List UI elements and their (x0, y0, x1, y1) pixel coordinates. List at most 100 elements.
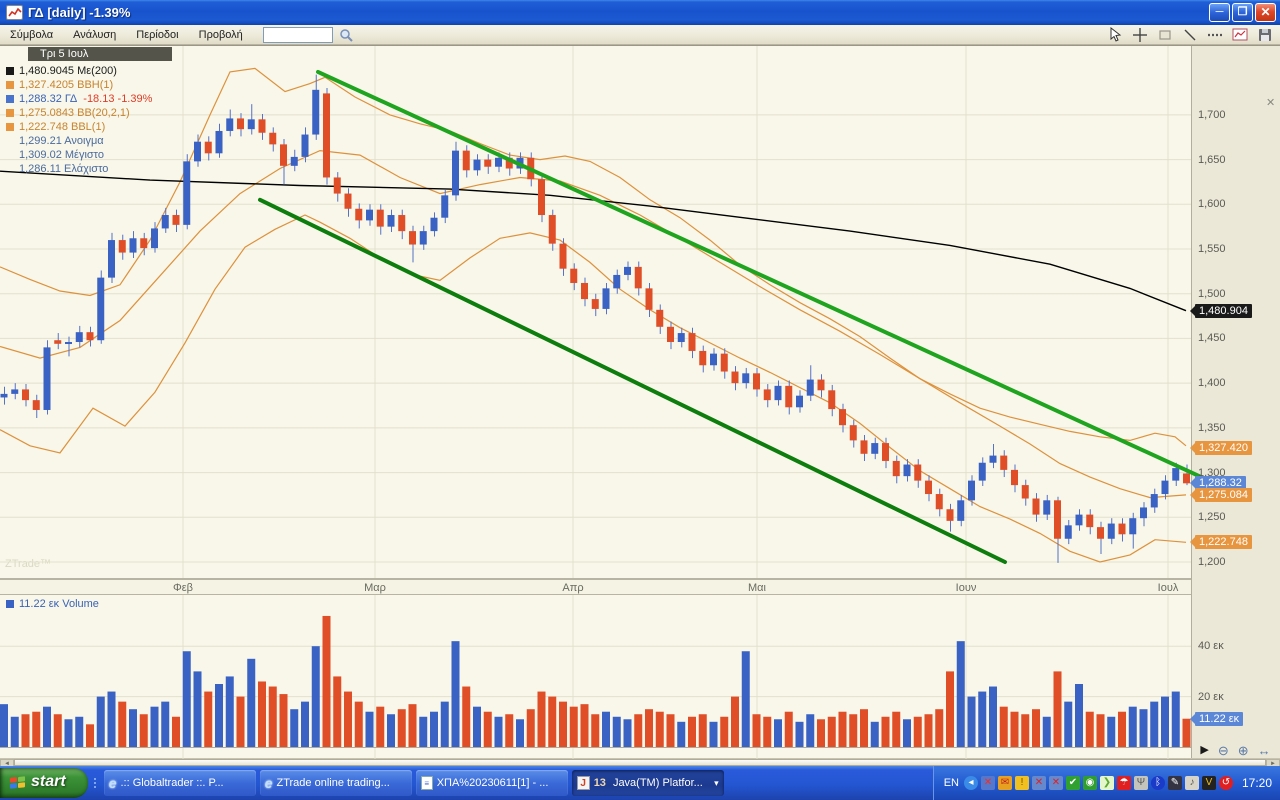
ma200-line (0, 170, 1187, 312)
legend-swatch (6, 81, 14, 89)
internet-explorer-icon: e (264, 775, 273, 791)
legend-text: 1,275.0843 BB(20,2,1) (19, 107, 130, 119)
volume-chart-canvas[interactable] (0, 595, 1191, 759)
price-badge: 1,480.904 (1190, 303, 1252, 318)
task-label: ΧΠΑ%20230611[1] - ... (436, 777, 549, 789)
crosshair-tool-icon[interactable] (1131, 27, 1149, 43)
legend-item: 1,299.21 Ανοιγμα (6, 134, 152, 148)
updates-check-icon[interactable]: ✔ (1065, 776, 1080, 790)
legend-text: 1,327.4205 BBH(1) (19, 79, 114, 91)
save-tool-icon[interactable] (1256, 27, 1274, 43)
restore-button[interactable]: ❐ (1232, 3, 1253, 22)
legend-text: 1,288.32 ΓΔ (19, 93, 78, 105)
trendline-1[interactable] (316, 69, 1215, 485)
speaker-icon[interactable]: ♪ (1184, 776, 1199, 790)
legend-item: 1,222.748 BBL(1) (6, 120, 152, 134)
month-label-Απρ: Απρ (562, 582, 584, 594)
leaf-icon[interactable]: ❯ (1099, 776, 1114, 790)
price-badge: 1,327.420 (1190, 441, 1252, 456)
menu-item-Περίοδοι[interactable]: Περίοδοι (136, 28, 179, 41)
month-label-Ιουλ: Ιουλ (1157, 582, 1179, 594)
document-icon: ≡ (420, 776, 433, 790)
badge-arrow (1187, 478, 1195, 489)
main-chart-canvas[interactable] (0, 46, 1220, 579)
menu-items: Σύμβολα Ανάλυση Περίοδοι Προβολή (0, 27, 253, 43)
avira-umbrella-icon[interactable]: ☂ (1116, 776, 1131, 790)
rectangle-tool-icon[interactable] (1156, 27, 1174, 43)
horizontal-scrollbar[interactable]: ◄ ► (0, 758, 1280, 767)
menu-bar: Σύμβολα Ανάλυση Περίοδοι Προβολή (0, 25, 1280, 45)
title-bar: ΓΔ [daily] -1.39% ─ ❐ ✕ (0, 0, 1280, 25)
chart-style-tool-icon[interactable] (1231, 27, 1249, 43)
bluetooth-icon[interactable]: ᛒ (1150, 776, 1165, 790)
taskbar-clock: 17:20 (1241, 776, 1272, 790)
display-disconnect-icon[interactable]: ✕ (980, 776, 995, 790)
volume-pane-close-icon[interactable]: ✕ (1266, 97, 1276, 109)
network-offline-2-icon[interactable]: ✕ (1048, 776, 1063, 790)
pen-tool-icon[interactable]: ✎ (1167, 776, 1182, 790)
start-button-label: start (31, 773, 66, 790)
month-label-Μαρ: Μαρ (364, 582, 386, 594)
bb_upper-line (0, 67, 1187, 447)
y-axis-tick: 1,200 (1198, 556, 1226, 568)
ztrade-watermark: ZTrade™ (5, 558, 52, 570)
system-tray: EN ◂ ✕ ✉! ✕ ✕ ✔ ◉ ❯ ☂ Ψ ᛒ ✎ ♪ V ↺ 17:20 (932, 766, 1280, 800)
zoom-in-button-icon[interactable]: ⊕ (1237, 743, 1249, 758)
search-icon[interactable] (339, 28, 353, 42)
hide-tray-chevron-icon[interactable]: ◂ (963, 776, 978, 790)
candles-group (0, 74, 1190, 563)
zoom-out-button-icon[interactable]: ⊖ (1217, 743, 1229, 758)
legend-text: 1,222.748 BBL(1) (19, 121, 106, 133)
app-chart-icon (6, 5, 23, 20)
legend-text: 1,299.21 Ανοιγμα (19, 135, 104, 147)
language-indicator[interactable]: EN (943, 777, 959, 789)
menu-item-Ανάλυση[interactable]: Ανάλυση (73, 28, 117, 41)
y-axis-tick: 1,500 (1198, 287, 1226, 300)
bird-icon[interactable]: V (1201, 776, 1216, 790)
badge-arrow (1187, 305, 1195, 316)
award-icon[interactable]: ◉ (1082, 776, 1097, 790)
taskbar-task-ie[interactable]: e ZTrade online trading... (259, 770, 412, 796)
price-badge: 1,288.32 (1190, 476, 1246, 491)
trendline-tool-icon[interactable] (1181, 27, 1199, 43)
y-axis-tick: 1,250 (1198, 511, 1226, 524)
legend-swatch (6, 67, 14, 75)
fit-width-button-icon[interactable]: ↔ (1257, 743, 1271, 758)
menu-item-Σύμβολα[interactable]: Σύμβολα (10, 28, 54, 41)
window-title: ΓΔ [daily] -1.39% (28, 5, 131, 20)
security-shield-icon[interactable]: ! (1014, 776, 1029, 790)
legend-item: 1,327.4205 BBH(1) (6, 78, 152, 92)
month-label-Ιουν: Ιουν (955, 582, 977, 594)
play-button-icon[interactable]: ▶ (1200, 744, 1209, 756)
close-button[interactable]: ✕ (1255, 3, 1276, 22)
badge-arrow (1187, 489, 1195, 500)
antivirus-status-icon[interactable]: ↺ (1218, 776, 1233, 790)
y-axis-tick: 1,300 (1198, 466, 1226, 479)
taskbar-task-doc[interactable]: ≡ ΧΠΑ%20230611[1] - ... (415, 770, 568, 796)
mail-alert-icon[interactable]: ✉ (997, 776, 1012, 790)
trendline-2[interactable] (258, 197, 1007, 565)
signal-antenna-icon[interactable]: Ψ (1133, 776, 1148, 790)
minimize-button[interactable]: ─ (1209, 3, 1230, 22)
volume-legend-text: 11.22 εκ Volume (19, 598, 99, 610)
symbol-search-input[interactable] (262, 26, 333, 43)
legend-swatch (6, 123, 14, 131)
start-button[interactable]: start (0, 768, 88, 798)
bb_lower-line (0, 214, 1187, 563)
taskbar-task-java[interactable]: J 13 Java(TM) Platfor... ▾ (571, 770, 724, 796)
dotted-line-tool-icon[interactable] (1206, 27, 1224, 43)
month-label-Μαι: Μαι (748, 582, 766, 594)
scrollbar-thumb[interactable] (14, 759, 1266, 766)
legend-item: 1,480.9045 Με(200) (6, 64, 152, 78)
task-buttons: e.:: Globaltrader ::. P... e ZTrade online… (102, 770, 726, 796)
price-badge: 1,275.084 (1190, 487, 1252, 502)
month-label-Φεβ: Φεβ (172, 582, 194, 594)
main-gridlines (0, 46, 1191, 579)
cursor-tool-icon[interactable] (1106, 27, 1124, 43)
volume-axis-tick: 20 εκ (1198, 690, 1224, 703)
taskbar-task-ie[interactable]: e.:: Globaltrader ::. P... (103, 770, 256, 796)
network-offline-icon[interactable]: ✕ (1031, 776, 1046, 790)
menu-item-Προβολή[interactable]: Προβολή (198, 28, 243, 41)
volume-swatch (6, 600, 14, 608)
